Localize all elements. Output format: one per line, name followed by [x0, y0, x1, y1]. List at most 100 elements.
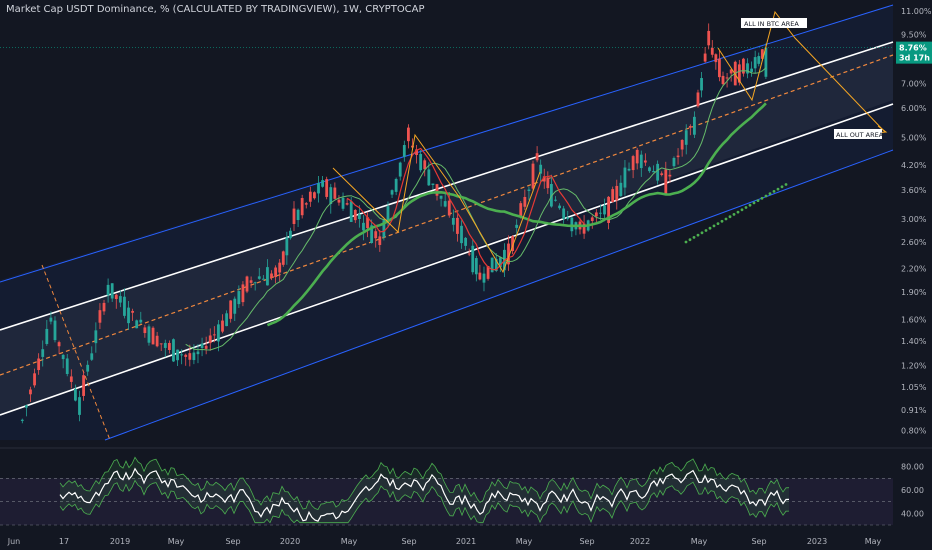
candle — [394, 177, 398, 196]
projection-dot — [732, 213, 736, 216]
candle — [192, 344, 196, 365]
candle — [643, 153, 647, 166]
candle — [718, 50, 721, 82]
price-tick-label: 1.90% — [901, 288, 927, 297]
candle — [245, 275, 249, 294]
candle — [558, 203, 561, 210]
projection-dot — [716, 222, 720, 226]
candle — [648, 166, 651, 173]
rsi-bb-lower — [59, 479, 790, 524]
candle — [474, 255, 478, 282]
projection-dot — [772, 190, 776, 193]
candle — [37, 353, 41, 375]
price-tick-label: 7.00% — [901, 80, 927, 89]
candle — [278, 259, 282, 282]
time-tick-label: May — [516, 537, 533, 546]
candle — [333, 182, 337, 200]
candle — [703, 47, 707, 63]
candle — [635, 147, 639, 170]
projection-dot — [688, 238, 692, 242]
candle — [607, 195, 610, 230]
candle — [721, 71, 725, 86]
candle — [707, 23, 711, 50]
candle — [486, 265, 490, 281]
candle — [696, 89, 700, 108]
candle — [482, 266, 486, 292]
rsi-bb-fill — [60, 457, 789, 523]
candle — [253, 281, 257, 291]
candle — [151, 326, 155, 345]
candle — [106, 278, 110, 303]
candle — [639, 150, 643, 177]
time-tick-label: May — [168, 537, 185, 546]
candle — [619, 175, 623, 198]
candle — [123, 288, 126, 319]
candle — [184, 353, 188, 366]
candle — [370, 219, 374, 244]
candle — [208, 328, 212, 351]
candle — [94, 322, 98, 353]
candle — [321, 175, 324, 188]
candle — [308, 186, 312, 207]
svg-text:ALL IN BTC AREA: ALL IN BTC AREA — [744, 20, 799, 28]
time-tick-label: Sep — [751, 537, 766, 546]
candle — [531, 160, 535, 192]
candle — [212, 326, 216, 343]
candle — [688, 124, 692, 136]
candle — [467, 248, 471, 257]
candle — [456, 214, 459, 242]
candle — [74, 384, 77, 402]
ma-long — [266, 102, 767, 327]
candle — [746, 58, 749, 79]
projection-dot — [684, 240, 688, 244]
candle — [402, 140, 406, 162]
candle — [652, 165, 655, 173]
candle — [656, 160, 660, 185]
candle — [550, 174, 553, 208]
candle — [357, 205, 361, 228]
candle — [147, 324, 151, 346]
candle — [374, 228, 378, 248]
candle — [427, 162, 431, 186]
candle — [431, 183, 435, 190]
projection-dot — [728, 215, 732, 219]
candle — [415, 145, 418, 164]
candle — [261, 275, 265, 280]
candle — [660, 171, 664, 177]
candle — [627, 162, 631, 172]
time-tick-label: 17 — [59, 537, 69, 546]
candle — [562, 205, 566, 224]
candle — [69, 369, 73, 389]
rsi-line — [59, 467, 790, 522]
candle — [176, 349, 179, 367]
candle — [710, 40, 714, 58]
projection-dot — [764, 194, 768, 198]
candle — [680, 139, 684, 157]
candle — [57, 340, 61, 354]
candle — [292, 201, 296, 231]
candle — [49, 311, 53, 325]
price-tick-label: 0.91% — [901, 406, 927, 415]
candle — [41, 340, 45, 367]
candle — [603, 198, 606, 222]
projection-dot — [724, 217, 728, 221]
candle — [668, 169, 672, 183]
candle — [676, 148, 680, 165]
candle — [188, 344, 192, 367]
candle — [490, 257, 494, 273]
candle — [204, 336, 208, 355]
candle — [172, 338, 175, 363]
candle — [233, 296, 237, 321]
candle — [225, 310, 228, 327]
candle — [515, 219, 519, 236]
time-tick-label: Sep — [225, 537, 240, 546]
candle — [200, 337, 204, 357]
candle — [693, 111, 696, 139]
projection-dot — [744, 206, 748, 209]
candle — [143, 324, 147, 338]
candle — [443, 193, 447, 208]
projection-dot — [736, 210, 740, 214]
candle — [439, 195, 443, 207]
candle — [45, 320, 49, 346]
